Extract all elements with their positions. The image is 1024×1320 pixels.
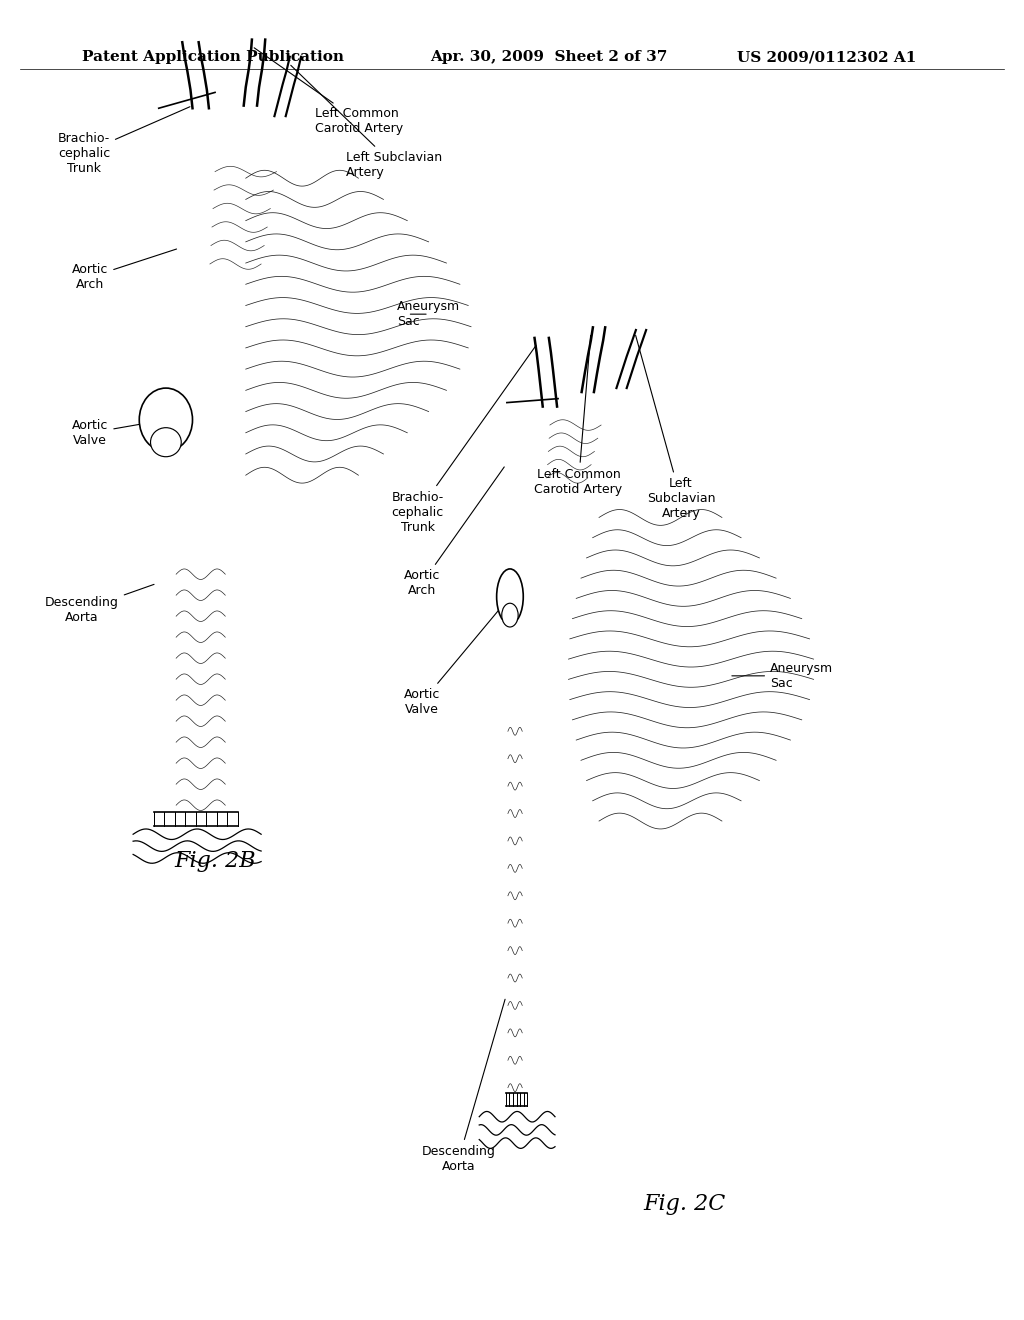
Text: Left Subclavian
Artery: Left Subclavian Artery [291,65,442,180]
Text: Left
Subclavian
Artery: Left Subclavian Artery [636,335,715,520]
Ellipse shape [151,428,181,457]
Text: Apr. 30, 2009  Sheet 2 of 37: Apr. 30, 2009 Sheet 2 of 37 [430,50,668,65]
Text: Patent Application Publication: Patent Application Publication [82,50,344,65]
Text: Descending
Aorta: Descending Aorta [422,999,505,1173]
Text: Aneurysm
Sac: Aneurysm Sac [732,661,834,690]
Text: Left Common
Carotid Artery: Left Common Carotid Artery [535,335,623,496]
Text: US 2009/0112302 A1: US 2009/0112302 A1 [737,50,916,65]
Text: Fig. 2C: Fig. 2C [643,1193,725,1214]
Text: Aortic
Valve: Aortic Valve [72,418,163,447]
Text: Left Common
Carotid Artery: Left Common Carotid Artery [254,48,403,136]
Text: Descending
Aorta: Descending Aorta [45,585,154,624]
Ellipse shape [139,388,193,451]
Text: Aortic
Arch: Aortic Arch [72,249,176,292]
Text: Aortic
Valve: Aortic Valve [403,599,508,717]
Ellipse shape [502,603,518,627]
Text: Aneurysm
Sac: Aneurysm Sac [397,300,461,329]
Text: Fig. 2B: Fig. 2B [174,850,256,871]
Ellipse shape [497,569,523,624]
Text: Aortic
Arch: Aortic Arch [403,467,504,598]
Text: Brachio-
cephalic
Trunk: Brachio- cephalic Trunk [391,346,536,533]
Text: Brachio-
cephalic
Trunk: Brachio- cephalic Trunk [57,107,190,174]
